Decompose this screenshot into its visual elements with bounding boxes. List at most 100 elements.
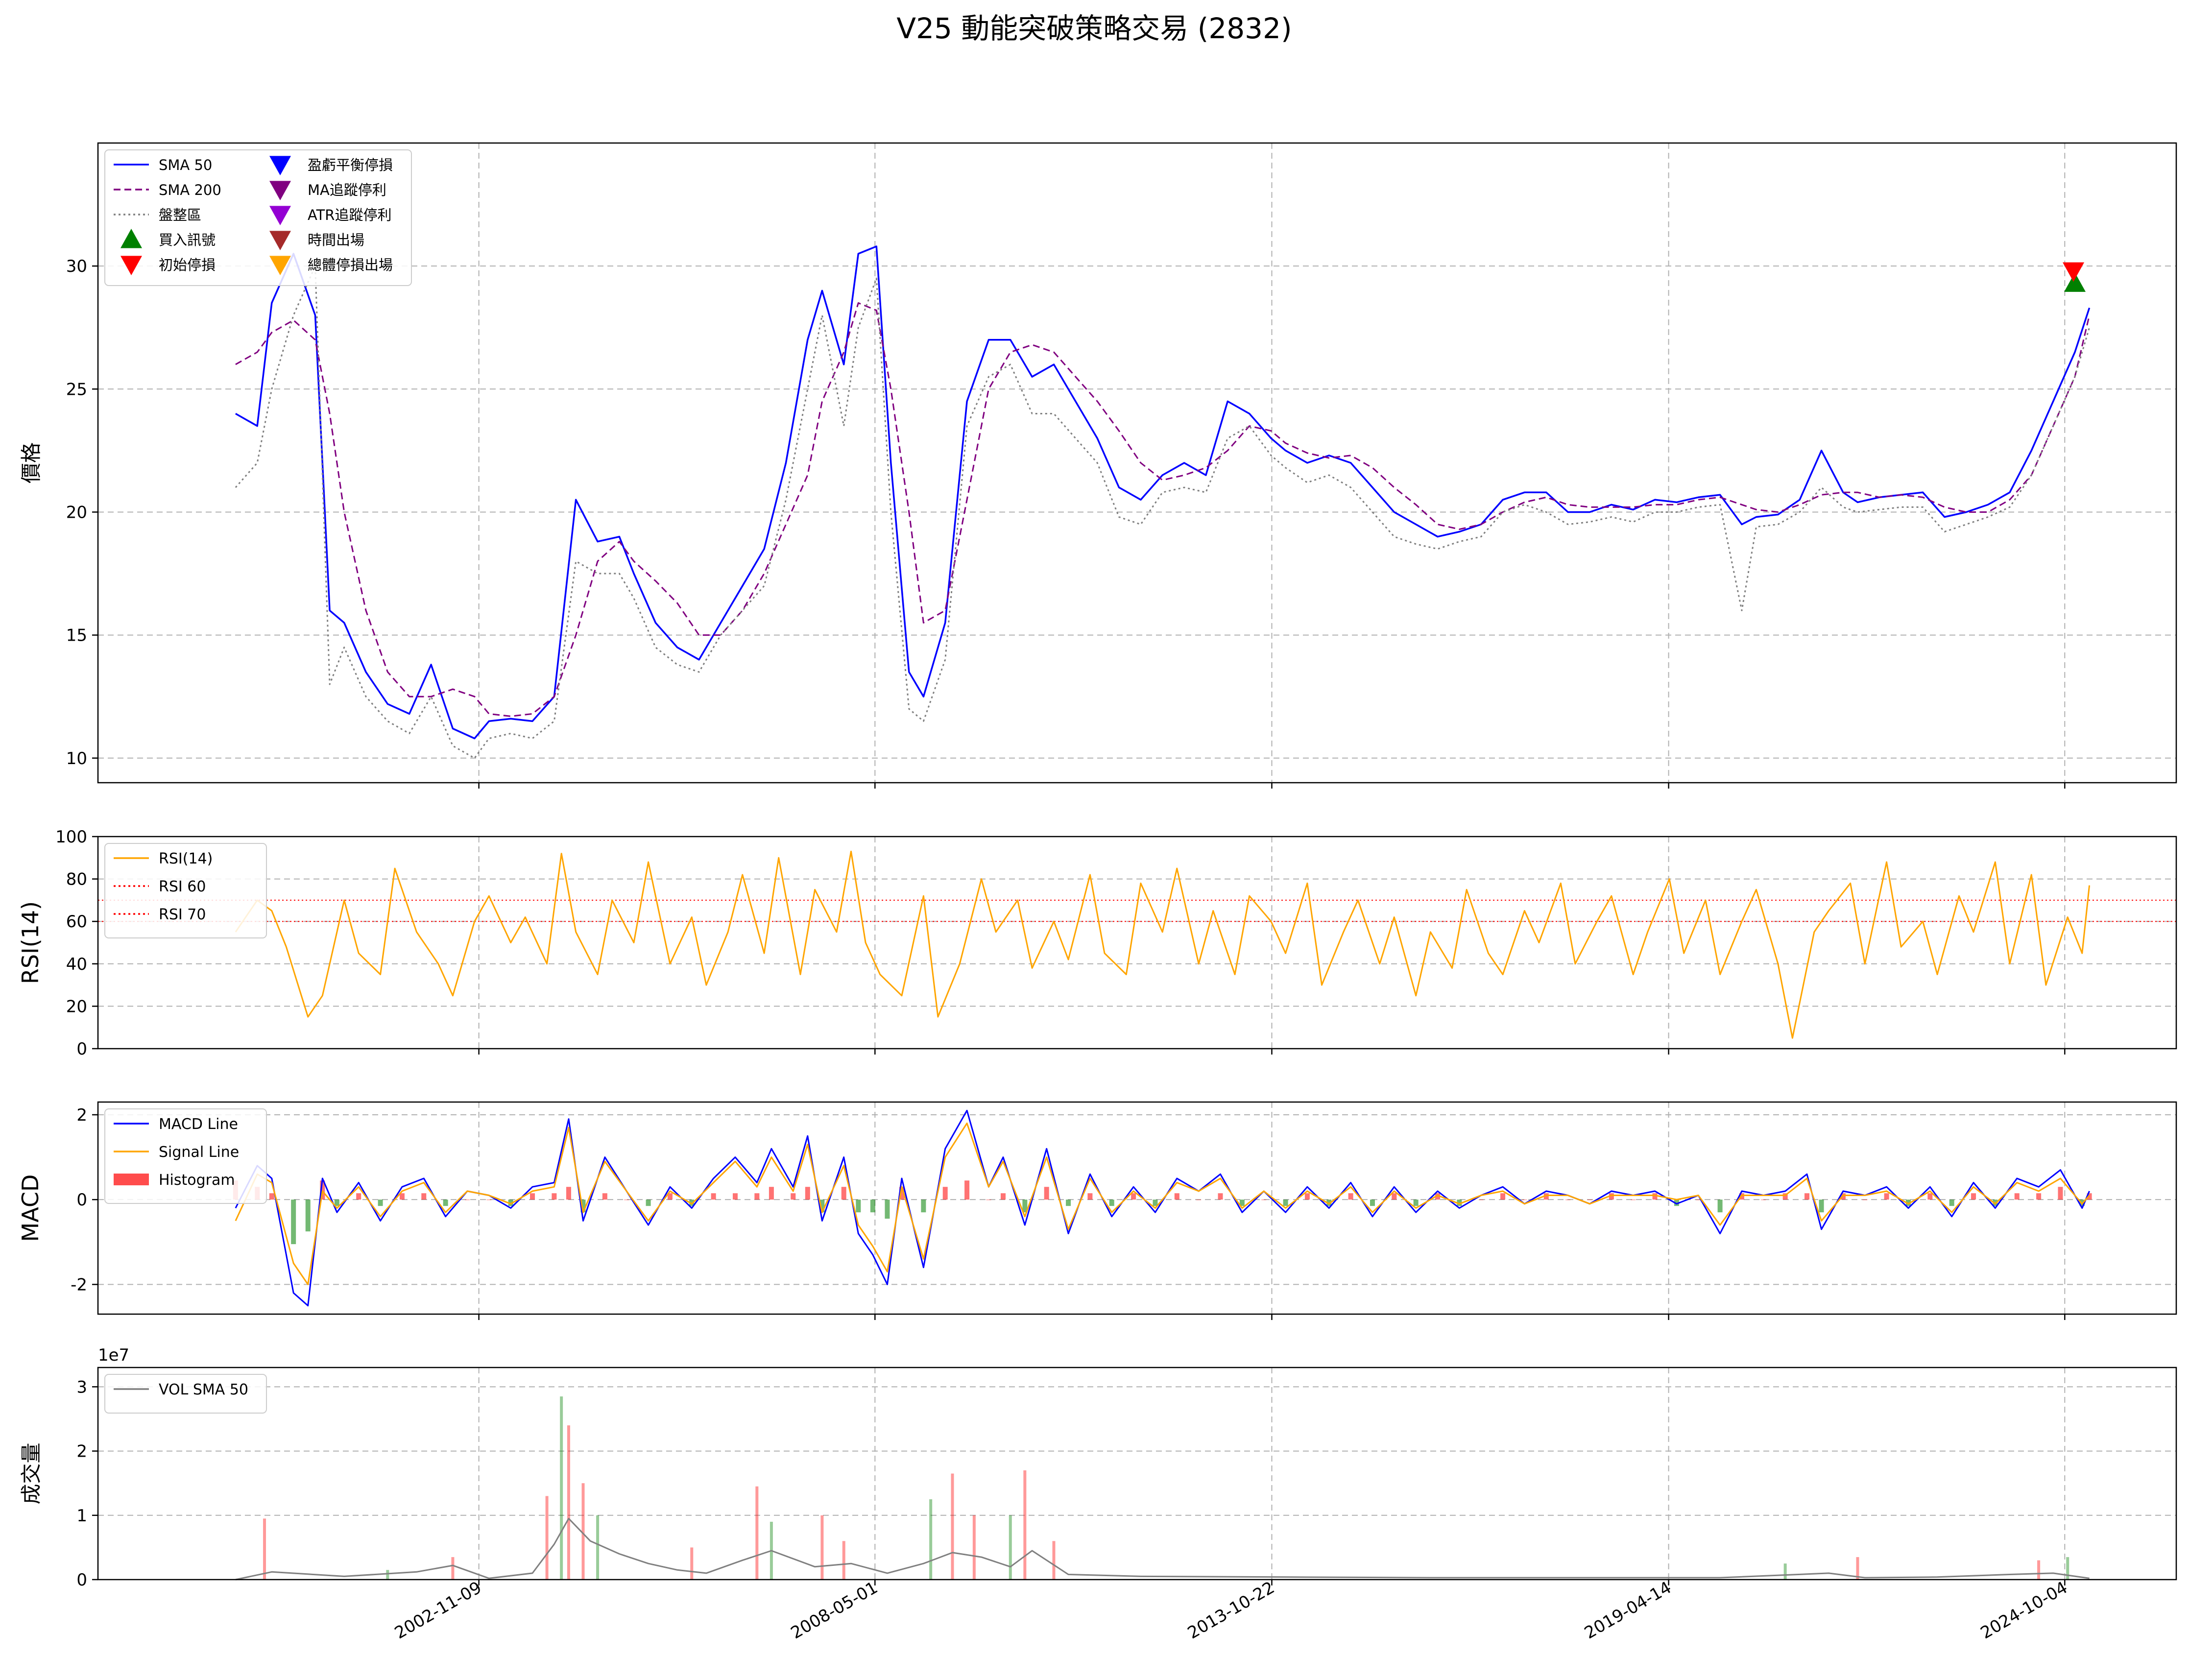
histogram-bar [1066,1200,1071,1206]
legend-label: RSI 70 [159,906,206,923]
histogram-bar [1044,1187,1049,1200]
volume-bar [972,1515,976,1580]
legend-label: ATR追蹤停利 [308,207,391,223]
histogram-bar [1283,1200,1288,1206]
histogram-bar [269,1193,274,1200]
histogram-bar [1993,1200,1998,1206]
histogram-bar [1304,1193,1310,1200]
legend-box [104,1374,267,1414]
signal-line [235,1122,2090,1285]
histogram-bar [580,1200,586,1213]
legend-swatch [114,1174,149,1185]
legend-label: MA追蹤停利 [308,182,386,198]
y-axis-label: MACD [17,1175,44,1242]
legend-marker [269,206,291,225]
y-tick-label: 100 [55,827,87,847]
histogram-bar [921,1200,926,1213]
y-tick-label: 80 [66,870,87,889]
histogram-bar [399,1193,405,1200]
histogram-bar [805,1187,810,1200]
histogram-bar [552,1193,557,1200]
histogram-bar [942,1187,948,1200]
volume-panel: 0 1 2 3 成交量 1e7 VOL SMA 50 [19,1345,2177,1590]
axes-frame [97,142,2177,784]
legend-label: SMA 50 [159,157,212,173]
histogram-bar [870,1200,875,1213]
legend-box [104,149,412,286]
legend-label: 總體停損出場 [308,257,393,273]
histogram-bar [378,1200,383,1206]
y-tick-label: 30 [66,257,87,276]
histogram-bar [1000,1193,1006,1200]
y-tick-label: 10 [66,749,87,768]
y-tick-label: 3 [76,1377,87,1397]
y-axis-label: RSI(14) [17,901,44,984]
volume-bar [386,1570,389,1580]
legend-label: 初始停損 [159,257,216,273]
legend-marker [269,181,291,200]
legend-label: MACD Line [159,1116,238,1133]
histogram-bar [732,1193,738,1200]
rsi-panel: 0 20 40 60 80 100 RSI(14) RSI(14) RSI 60 RSI 70 [17,827,2177,1059]
volume-bar [820,1515,824,1580]
legend-label: 盈虧平衡停損 [308,157,393,173]
volume-bar [951,1473,954,1580]
legend-label: RSI 60 [159,878,206,895]
legend-marker [269,156,291,175]
histogram-bar [689,1200,695,1206]
histogram-bar [1131,1193,1136,1200]
volume-bar [567,1425,570,1580]
histogram-bar [1413,1200,1419,1206]
volume-bar [1023,1470,1027,1580]
volume-bar [545,1496,549,1580]
buy-signal-marker [2064,272,2086,292]
histogram-bar [1153,1200,1158,1206]
rsi-line [235,850,2091,1039]
y-tick-label: -2 [71,1275,87,1295]
histogram-bar [899,1187,905,1200]
y-tick-label: 0 [76,1570,87,1590]
y-tick-label: 0 [76,1039,87,1059]
histogram-bar [964,1180,970,1200]
histogram-bar [421,1193,427,1200]
histogram-bar [1652,1193,1658,1200]
histogram-bar [305,1200,311,1232]
histogram-bar [1543,1193,1549,1200]
histogram-bar [1971,1193,1976,1200]
legend-label: VOL SMA 50 [159,1381,248,1398]
histogram-bar [566,1187,571,1200]
volume-bar [690,1547,694,1580]
histogram-bar [667,1193,673,1200]
histogram-bar [1500,1193,1506,1200]
series-line-2 [235,265,2091,759]
y-tick-label: 40 [66,955,87,974]
axes-frame [97,1101,2177,1315]
histogram-bar [769,1187,774,1200]
histogram-bar [1435,1193,1441,1200]
histogram-bar [1370,1200,1375,1206]
legend-label: 買入訊號 [159,232,216,248]
legend-label: 時間出場 [308,232,364,248]
legend-marker [269,231,291,250]
y-tick-label: 2 [76,1442,87,1462]
histogram-bar [508,1200,513,1206]
legend-label: RSI(14) [159,850,213,867]
volume-bar [929,1499,933,1580]
histogram-bar [530,1193,535,1200]
histogram-bar [1949,1200,1954,1206]
series-line-0 [235,245,2091,740]
volume-bar [1009,1515,1012,1580]
y-scale-label: 1e7 [98,1345,129,1365]
volume-bar [2066,1557,2069,1580]
y-tick-label: 15 [66,626,87,646]
histogram-bar [1457,1200,1462,1206]
y-tick-label: 25 [66,380,87,399]
volume-bar [581,1483,585,1580]
histogram-bar [356,1193,361,1200]
histogram-bar [885,1200,890,1219]
volume-bar [1052,1541,1056,1580]
legend-label: Signal Line [159,1144,239,1161]
histogram-bar [1804,1193,1810,1200]
